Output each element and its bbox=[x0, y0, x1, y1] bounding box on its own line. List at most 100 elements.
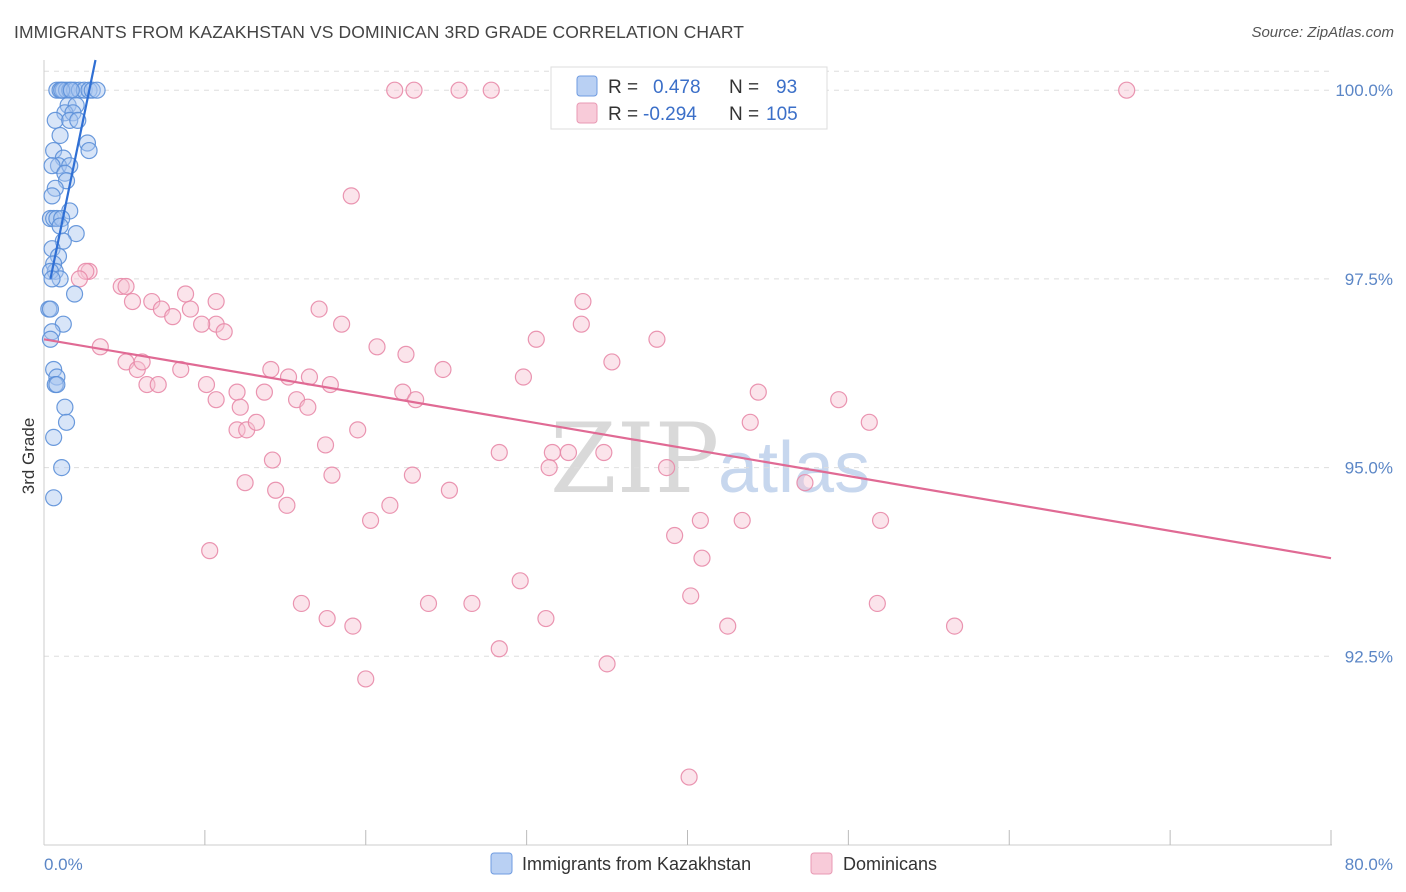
legend-n-label-pink: N = bbox=[729, 104, 759, 125]
dominican-point bbox=[598, 655, 616, 673]
kazakhstan-point bbox=[41, 300, 60, 318]
dominican-point bbox=[871, 511, 890, 530]
dominican-point bbox=[193, 315, 211, 333]
dominican-point bbox=[278, 496, 296, 514]
kazakhstan-point bbox=[48, 375, 66, 394]
dominican-point bbox=[357, 670, 375, 688]
dominican-point bbox=[207, 292, 225, 311]
kazakhstan-point bbox=[57, 413, 76, 431]
trend-lines bbox=[43, 59, 1332, 560]
bottom-legend-label-blue: Immigrants from Kazakhstan bbox=[522, 854, 751, 874]
kazakhstan-point bbox=[45, 489, 63, 507]
dominican-point bbox=[361, 511, 380, 530]
dominican-point bbox=[318, 609, 336, 628]
dominican-point bbox=[236, 474, 254, 492]
dominican-point bbox=[149, 375, 167, 394]
dominican-point bbox=[511, 572, 529, 590]
dominican-point bbox=[666, 526, 684, 545]
legend-swatch-pink bbox=[576, 102, 598, 124]
dominican-point bbox=[405, 81, 423, 99]
dominican-point bbox=[527, 330, 545, 348]
kazakhstan-point bbox=[56, 398, 74, 416]
kazakhstan-points bbox=[40, 81, 106, 507]
dominican-point bbox=[310, 300, 328, 318]
x-tick-label-min: 0.0% bbox=[44, 855, 83, 874]
y-tick-label: 92.5% bbox=[1345, 647, 1393, 666]
bottom-legend-swatch-pink bbox=[810, 852, 833, 875]
dominican-point bbox=[123, 292, 142, 311]
dominican-point bbox=[342, 187, 360, 205]
legend-n-value-pink: 105 bbox=[766, 104, 798, 125]
dominican-point bbox=[719, 617, 737, 635]
dominican-point bbox=[323, 466, 341, 484]
dominican-point bbox=[543, 443, 561, 462]
dominican-point bbox=[262, 360, 280, 379]
bottom-legend-label-pink: Dominicans bbox=[843, 854, 937, 874]
legend-r-value-blue: 0.478 bbox=[653, 77, 701, 98]
dominican-point bbox=[197, 375, 216, 394]
dominican-point bbox=[603, 353, 621, 371]
dominican-point bbox=[228, 421, 246, 439]
dominican-point bbox=[540, 458, 558, 477]
dominican-point bbox=[691, 511, 709, 530]
kazakhstan-point bbox=[45, 428, 63, 447]
dominican-point bbox=[868, 594, 886, 613]
kazakhstan-point bbox=[43, 187, 61, 205]
dominican-point bbox=[344, 617, 362, 635]
dominican-point bbox=[490, 443, 508, 462]
legend-r-label-pink: R = bbox=[608, 104, 638, 125]
dominican-point bbox=[112, 277, 130, 296]
dominican-point bbox=[860, 413, 878, 431]
dominican-point bbox=[231, 398, 249, 416]
dominican-point bbox=[749, 383, 767, 401]
legend-r-value-pink: -0.294 bbox=[643, 104, 697, 125]
dominican-point bbox=[595, 443, 613, 462]
dominican-point bbox=[181, 300, 199, 318]
y-tick-label: 97.5% bbox=[1345, 270, 1393, 289]
dominican-point bbox=[164, 308, 182, 326]
dominican-point bbox=[349, 421, 367, 439]
dominican-point bbox=[176, 285, 195, 303]
correlation-legend: R = 0.478 N = 93 R = -0.294 N = 105 bbox=[550, 66, 828, 130]
y-tick-label: 95.0% bbox=[1345, 459, 1393, 478]
kazakhstan-point bbox=[80, 141, 98, 160]
dominican-point bbox=[482, 81, 500, 99]
dominican-point bbox=[201, 542, 219, 560]
gridlines bbox=[44, 70, 1332, 657]
dominican-point bbox=[682, 587, 700, 605]
kazakhstan-point bbox=[53, 458, 71, 477]
dominican-point bbox=[255, 383, 273, 401]
legend-r-label-blue: R = bbox=[608, 77, 638, 98]
dominican-point bbox=[70, 270, 88, 288]
dominican-point bbox=[572, 315, 590, 333]
kazakhstan-point bbox=[53, 81, 71, 99]
dominican-point bbox=[397, 345, 415, 363]
dominican-point bbox=[1118, 81, 1136, 99]
dominican-point bbox=[215, 323, 233, 341]
dominican-point bbox=[796, 474, 814, 492]
series-legend: Immigrants from Kazakhstan Dominicans bbox=[490, 852, 937, 875]
dominicans-points bbox=[70, 81, 1136, 786]
dominican-point bbox=[450, 81, 468, 99]
source-credit: Source: ZipAtlas.com bbox=[1251, 24, 1394, 41]
kazakhstan-point bbox=[62, 81, 80, 99]
dominican-point bbox=[267, 481, 285, 499]
dominican-point bbox=[403, 466, 422, 484]
dominican-point bbox=[386, 81, 404, 99]
dominican-point bbox=[117, 277, 135, 296]
dominican-point bbox=[733, 511, 751, 530]
dominican-point bbox=[559, 443, 578, 462]
dominican-point bbox=[247, 413, 265, 431]
dominican-point bbox=[299, 398, 317, 416]
dominican-point bbox=[381, 496, 399, 514]
dominican-point bbox=[490, 640, 508, 658]
legend-n-label-blue: N = bbox=[729, 77, 759, 98]
dominican-point bbox=[263, 451, 282, 469]
legend-n-value-blue: 93 bbox=[776, 77, 797, 98]
dominican-point bbox=[463, 594, 481, 613]
dominican-point bbox=[680, 768, 698, 786]
kazakhstan-trend-line bbox=[49, 59, 97, 280]
y-axis-title: 3rd Grade bbox=[19, 418, 38, 495]
dominican-point bbox=[830, 391, 848, 409]
dominican-point bbox=[514, 368, 533, 386]
